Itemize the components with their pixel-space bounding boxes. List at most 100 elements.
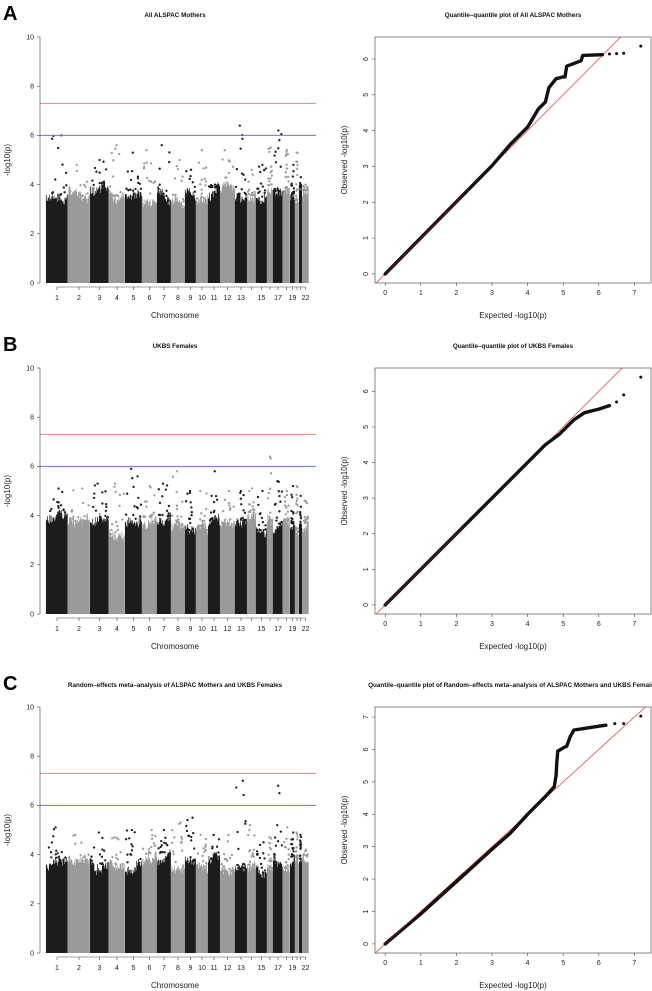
snp-point-chr10 — [201, 519, 204, 523]
snp-point-chr19 — [290, 838, 293, 841]
snp-point-chr16 — [269, 857, 272, 860]
x-tick-label: 17 — [274, 295, 282, 302]
snp-point-chr14 — [248, 828, 251, 832]
snp-point-chr16 — [269, 848, 273, 851]
snp-point-chr10 — [204, 528, 208, 532]
snp-point-chr7 — [163, 851, 166, 854]
snp-point-chr21 — [299, 185, 302, 189]
snp-point-chr7 — [165, 509, 169, 512]
snp-point-chr20 — [295, 194, 298, 197]
snp-point-chr8 — [170, 514, 174, 517]
snp-point-chr6 — [149, 852, 152, 855]
snp-point-chr8 — [175, 508, 179, 511]
y-tick-label: 2 — [30, 901, 34, 908]
chromosome-column-chr17 — [272, 521, 283, 614]
snp-point-chr15 — [256, 495, 260, 499]
snp-point-chr7 — [167, 512, 170, 515]
snp-point-chr3 — [92, 846, 96, 849]
snp-point-chr15 — [262, 871, 265, 874]
snp-point-chr15 — [262, 528, 265, 532]
x-tick-label: 6 — [597, 960, 601, 967]
snp-point-chr11 — [217, 838, 221, 841]
snp-point-chr16 — [268, 519, 272, 522]
snp-point-chr12 — [227, 489, 231, 493]
snp-point-chr4 — [115, 836, 118, 839]
snp-point-chr8 — [182, 200, 185, 203]
snp-point-chr4 — [114, 862, 118, 866]
snp-point-chr16 — [268, 455, 272, 458]
x-tick-label: 1 — [55, 965, 59, 972]
snp-point-chr1 — [52, 828, 56, 831]
snp-point-chr5 — [132, 513, 135, 517]
snp-point-chr5 — [128, 837, 131, 840]
snp-point-chr10 — [205, 862, 208, 865]
snp-point-chr5 — [139, 857, 142, 861]
snp-point-chr1 — [62, 508, 65, 511]
snp-point-chr11 — [211, 845, 214, 848]
snp-point-chr1 — [59, 504, 63, 507]
snp-point-chr5 — [139, 503, 143, 506]
snp-point-chr4 — [112, 194, 115, 197]
snp-point-chr5 — [130, 849, 134, 852]
snp-point-chr7 — [162, 828, 166, 832]
snp-point-chr18 — [287, 853, 290, 856]
snp-point-chr8 — [176, 201, 180, 204]
snp-point-chr13 — [239, 518, 243, 521]
chromosome-column-chr18 — [282, 865, 290, 953]
snp-point-chr10 — [200, 149, 203, 152]
snp-point-chr11 — [214, 186, 217, 189]
snp-point-chr8 — [181, 849, 184, 852]
snp-point-chr17 — [280, 133, 283, 136]
y-tick-label: 0 — [363, 942, 370, 946]
snp-point-chr22 — [306, 853, 309, 856]
snp-point-chr5 — [131, 189, 135, 192]
snp-point-chr9 — [190, 506, 193, 509]
snp-point-chr12 — [230, 869, 233, 873]
x-tick-label: 4 — [526, 290, 530, 297]
snp-point-chr7 — [160, 200, 164, 203]
snp-point-chr4 — [114, 490, 117, 493]
snp-point-chr15 — [257, 187, 260, 190]
chromosome-column-chr4 — [108, 529, 125, 614]
qq-diagonal-overlay — [384, 194, 464, 275]
snp-point-chr22 — [304, 521, 307, 524]
snp-point-chr4 — [116, 858, 120, 861]
snp-point-chr4 — [121, 862, 124, 866]
y-tick-label: 2 — [363, 200, 370, 204]
snp-point-chr9 — [188, 489, 192, 493]
snp-point-chr19 — [290, 182, 293, 185]
snp-point-chr7 — [167, 504, 171, 508]
snp-point-chr4 — [111, 837, 114, 840]
snp-point-chr11 — [215, 518, 218, 522]
snp-point-chr11 — [216, 858, 219, 861]
snp-point-chr1 — [57, 506, 60, 509]
snp-point-chr19 — [290, 855, 293, 858]
snp-point-chr10 — [200, 867, 203, 870]
y-tick-label: 1 — [363, 909, 370, 913]
snp-point-chr3 — [93, 166, 97, 170]
qq-plot-frame — [374, 36, 652, 284]
chromosome-column-chr12 — [219, 180, 236, 283]
snp-point-chr17 — [273, 856, 276, 859]
snp-point-chr13 — [236, 863, 239, 867]
snp-point-chr3 — [93, 484, 97, 487]
chromosome-column-chr7 — [156, 849, 171, 953]
snp-point-chr8 — [182, 864, 185, 867]
chromosome-column-chr22 — [301, 521, 309, 614]
qq-plot: Quantile–quantile plot of UKBS Females 0 1… — [340, 343, 652, 651]
qq-observed-curve — [383, 723, 608, 946]
snp-point-chr2 — [84, 185, 87, 188]
snp-point-chr19 — [292, 163, 295, 167]
qq-point — [639, 44, 643, 48]
snp-point-chr17 — [278, 791, 281, 795]
snp-point-chr7 — [157, 847, 160, 850]
snp-point-chr13 — [236, 193, 239, 196]
snp-point-chr8 — [182, 198, 185, 201]
y-tick-label: 0 — [363, 272, 370, 276]
snp-point-chr15 — [261, 520, 265, 524]
snp-point-chr15 — [262, 169, 266, 172]
x-tick-label: 5 — [561, 290, 565, 297]
snp-point-chr4 — [110, 529, 113, 532]
snp-point-chr17 — [276, 187, 279, 190]
snp-point-chr16 — [267, 177, 270, 180]
